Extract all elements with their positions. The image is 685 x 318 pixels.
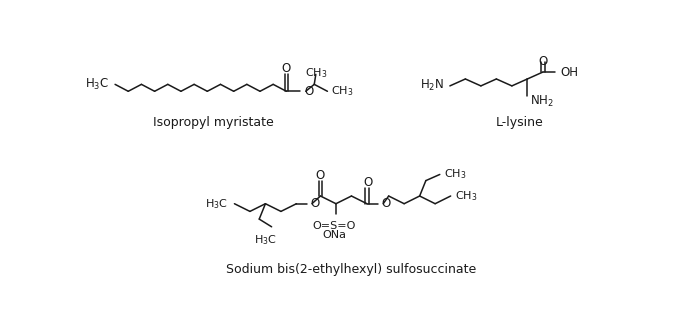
Text: OH: OH (560, 66, 578, 79)
Text: O: O (282, 62, 291, 75)
Text: H$_3$C: H$_3$C (85, 77, 109, 92)
Text: CH$_3$: CH$_3$ (445, 168, 467, 181)
Text: H$_3$C: H$_3$C (206, 197, 228, 211)
Text: CH$_3$: CH$_3$ (305, 67, 327, 80)
Text: O: O (538, 55, 547, 68)
Text: O: O (364, 176, 373, 190)
Text: L-lysine: L-lysine (496, 116, 543, 129)
Text: O: O (316, 169, 325, 182)
Text: CH$_3$: CH$_3$ (456, 189, 478, 203)
Text: ONa: ONa (323, 230, 347, 240)
Text: H$_2$N: H$_2$N (419, 78, 444, 93)
Text: O: O (310, 197, 320, 210)
Text: O: O (382, 197, 391, 210)
Text: NH$_2$: NH$_2$ (530, 94, 553, 109)
Text: O=S=O: O=S=O (313, 221, 356, 232)
Text: Sodium bis(2-ethylhexyl) sulfosuccinate: Sodium bis(2-ethylhexyl) sulfosuccinate (225, 263, 476, 276)
Text: CH$_3$: CH$_3$ (332, 84, 353, 98)
Text: H$_3$C: H$_3$C (254, 233, 277, 247)
Text: O: O (304, 85, 314, 98)
Text: Isopropyl myristate: Isopropyl myristate (153, 116, 274, 129)
